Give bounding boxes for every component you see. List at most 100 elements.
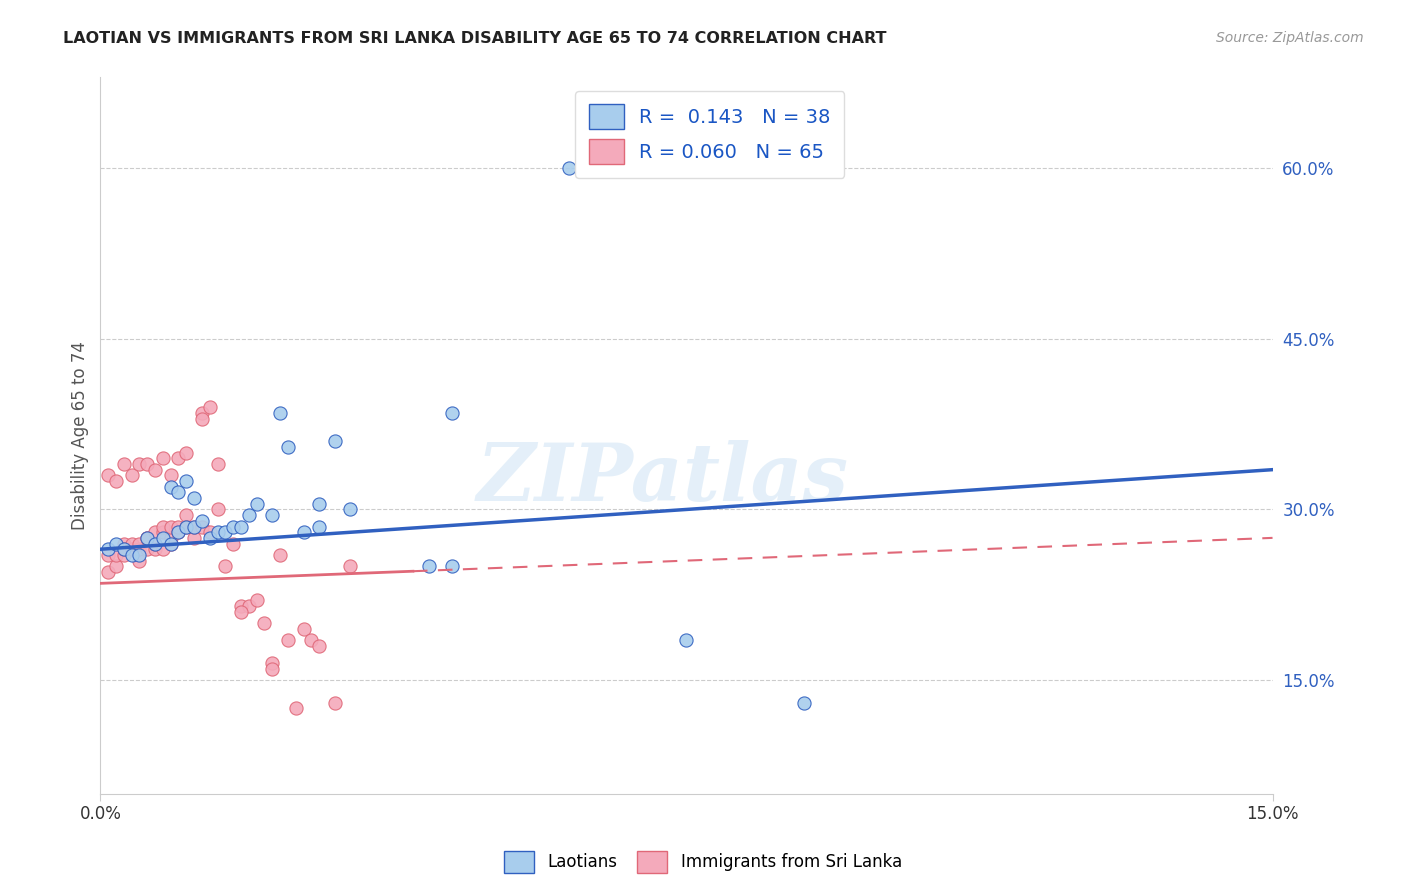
Point bbox=[308, 497, 330, 511]
Point bbox=[207, 502, 229, 516]
Legend: Laotians, Immigrants from Sri Lanka: Laotians, Immigrants from Sri Lanka bbox=[498, 845, 908, 880]
Point bbox=[262, 508, 284, 523]
Point bbox=[97, 468, 120, 483]
Point bbox=[339, 502, 361, 516]
Point bbox=[191, 406, 214, 420]
Point bbox=[152, 531, 174, 545]
Point bbox=[262, 662, 284, 676]
Point bbox=[246, 593, 269, 607]
Point bbox=[121, 548, 143, 562]
Point bbox=[121, 542, 143, 557]
Point bbox=[229, 519, 252, 533]
Point bbox=[121, 536, 143, 550]
Point bbox=[262, 656, 284, 670]
Point bbox=[269, 406, 291, 420]
Point bbox=[292, 525, 315, 540]
Point bbox=[222, 519, 245, 533]
Point bbox=[238, 599, 260, 613]
Point bbox=[143, 542, 166, 557]
Point bbox=[299, 633, 322, 648]
Point bbox=[128, 536, 150, 550]
Point bbox=[104, 559, 127, 574]
Point bbox=[176, 474, 198, 488]
Point bbox=[323, 434, 346, 449]
Point bbox=[136, 542, 159, 557]
Point bbox=[308, 639, 330, 653]
Legend: R =  0.143   N = 38, R = 0.060   N = 65: R = 0.143 N = 38, R = 0.060 N = 65 bbox=[575, 91, 845, 178]
Point bbox=[159, 468, 181, 483]
Point bbox=[214, 525, 236, 540]
Text: ZIPatlas: ZIPatlas bbox=[477, 440, 849, 517]
Point bbox=[339, 559, 361, 574]
Point bbox=[159, 536, 181, 550]
Point bbox=[418, 559, 440, 574]
Point bbox=[176, 519, 198, 533]
Point bbox=[152, 542, 174, 557]
Point bbox=[136, 531, 159, 545]
Point bbox=[159, 480, 181, 494]
Point bbox=[191, 411, 214, 425]
Point bbox=[128, 457, 150, 471]
Point bbox=[207, 457, 229, 471]
Point bbox=[183, 531, 205, 545]
Point bbox=[167, 525, 190, 540]
Point bbox=[152, 451, 174, 466]
Point bbox=[136, 457, 159, 471]
Point bbox=[159, 536, 181, 550]
Point bbox=[97, 542, 120, 557]
Point bbox=[97, 565, 120, 579]
Point bbox=[229, 605, 252, 619]
Point bbox=[176, 519, 198, 533]
Y-axis label: Disability Age 65 to 74: Disability Age 65 to 74 bbox=[72, 341, 89, 530]
Point bbox=[128, 548, 150, 562]
Point bbox=[143, 525, 166, 540]
Point bbox=[440, 559, 463, 574]
Point bbox=[183, 491, 205, 505]
Point bbox=[97, 548, 120, 562]
Point bbox=[246, 497, 269, 511]
Point bbox=[214, 559, 236, 574]
Point bbox=[284, 701, 307, 715]
Point bbox=[112, 548, 135, 562]
Point bbox=[121, 468, 143, 483]
Point bbox=[143, 536, 166, 550]
Point bbox=[222, 536, 245, 550]
Point bbox=[167, 519, 190, 533]
Point bbox=[253, 616, 276, 631]
Point bbox=[238, 508, 260, 523]
Point bbox=[128, 553, 150, 567]
Point bbox=[159, 531, 181, 545]
Point bbox=[183, 519, 205, 533]
Point bbox=[207, 525, 229, 540]
Point bbox=[558, 161, 581, 176]
Point bbox=[793, 696, 815, 710]
Point bbox=[323, 696, 346, 710]
Point bbox=[143, 463, 166, 477]
Point bbox=[292, 622, 315, 636]
Point bbox=[104, 474, 127, 488]
Point bbox=[112, 457, 135, 471]
Point bbox=[198, 400, 221, 414]
Point bbox=[112, 536, 135, 550]
Point bbox=[136, 531, 159, 545]
Point bbox=[152, 519, 174, 533]
Point bbox=[167, 485, 190, 500]
Point bbox=[136, 531, 159, 545]
Point bbox=[143, 536, 166, 550]
Text: LAOTIAN VS IMMIGRANTS FROM SRI LANKA DISABILITY AGE 65 TO 74 CORRELATION CHART: LAOTIAN VS IMMIGRANTS FROM SRI LANKA DIS… bbox=[63, 31, 887, 46]
Point bbox=[229, 599, 252, 613]
Point bbox=[183, 519, 205, 533]
Point bbox=[675, 633, 697, 648]
Point bbox=[191, 514, 214, 528]
Point bbox=[277, 633, 299, 648]
Point bbox=[269, 548, 291, 562]
Point bbox=[112, 542, 135, 557]
Point bbox=[191, 519, 214, 533]
Point bbox=[104, 536, 127, 550]
Point bbox=[167, 525, 190, 540]
Point bbox=[198, 531, 221, 545]
Point bbox=[104, 548, 127, 562]
Point bbox=[308, 519, 330, 533]
Point bbox=[198, 525, 221, 540]
Point bbox=[440, 406, 463, 420]
